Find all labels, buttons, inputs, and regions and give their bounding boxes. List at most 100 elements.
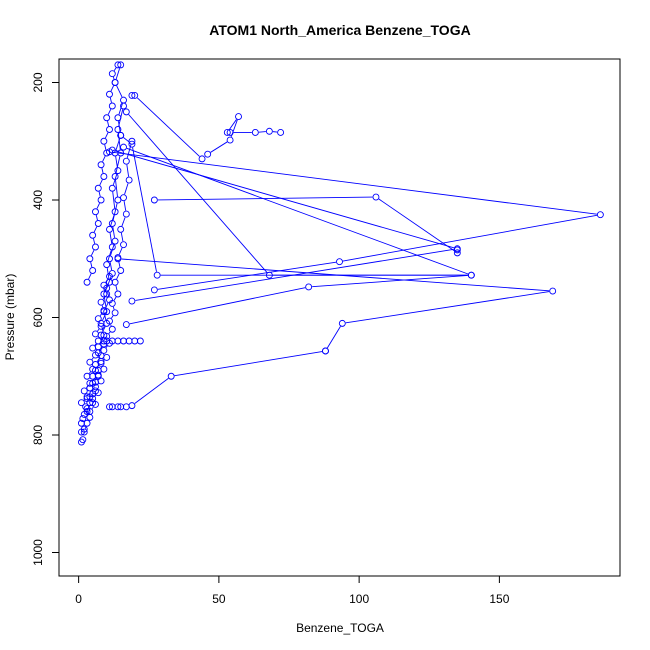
- y-tick-label: 800: [31, 425, 45, 445]
- series-line-segment: [345, 291, 550, 324]
- series-line-segment: [102, 326, 106, 333]
- series-14: [108, 146, 461, 305]
- series-line-segment: [110, 244, 115, 256]
- series-line-segment: [107, 276, 112, 286]
- series-line-segment: [87, 411, 90, 415]
- data-point: [128, 91, 136, 99]
- data-point: [111, 237, 119, 245]
- data-point: [122, 108, 130, 116]
- series-line-segment: [96, 202, 100, 209]
- data-point: [106, 225, 113, 233]
- data-point: [114, 255, 122, 263]
- data-point: [80, 425, 88, 433]
- x-tick-label: 150: [489, 592, 509, 606]
- data-point: [83, 372, 91, 380]
- series-line-segment: [230, 119, 238, 137]
- series-line-segment: [342, 214, 597, 262]
- data-point: [114, 61, 122, 69]
- data-point: [277, 128, 285, 136]
- series-line-segment: [115, 179, 118, 197]
- data-point: [111, 79, 119, 86]
- data-point: [122, 321, 130, 328]
- data-point: [94, 371, 102, 379]
- series-line-segment: [89, 404, 91, 407]
- data-point: [89, 365, 97, 373]
- series-line-segment: [112, 76, 115, 80]
- x-axis-label: Benzene_TOGA: [296, 621, 384, 635]
- series-line-segment: [98, 191, 101, 197]
- series-10: [204, 113, 242, 158]
- series-line-segment: [113, 67, 117, 71]
- series-line-segment: [228, 119, 237, 130]
- data-point: [106, 403, 113, 411]
- data-point: [372, 193, 380, 201]
- data-point: [92, 208, 99, 216]
- series-line-segment: [100, 371, 102, 373]
- data-point: [167, 372, 175, 380]
- data-point: [97, 377, 105, 385]
- series-line-segment: [115, 150, 455, 249]
- series-line-segment: [116, 85, 123, 98]
- data-point: [108, 220, 116, 227]
- series-line-segment: [107, 121, 110, 127]
- series-line-segment: [98, 350, 101, 353]
- data-point: [80, 428, 88, 436]
- series-line-segment: [99, 179, 103, 186]
- data-point: [86, 408, 94, 415]
- series-line-segment: [104, 132, 109, 139]
- data-point: [198, 155, 206, 163]
- data-point: [79, 436, 87, 444]
- series-line-segment: [88, 273, 92, 280]
- data-point: [97, 358, 105, 366]
- series-line-segment: [97, 328, 100, 332]
- series-line-segment: [118, 247, 123, 255]
- data-point: [117, 225, 125, 233]
- series-line-segment: [97, 383, 99, 385]
- data-point: [77, 399, 85, 407]
- data-point: [251, 128, 259, 136]
- data-point: [83, 393, 91, 401]
- y-tick-label: 400: [31, 190, 45, 210]
- data-point: [114, 403, 122, 411]
- data-point: [114, 196, 122, 204]
- series-line-segment: [105, 345, 108, 348]
- data-point: [453, 249, 461, 257]
- data-point: [128, 402, 136, 410]
- series-line-segment: [102, 155, 106, 162]
- series-line-segment: [90, 249, 95, 256]
- series-line-segment: [104, 144, 107, 150]
- series-line-segment: [112, 226, 115, 238]
- series-line-segment: [174, 351, 323, 377]
- data-point: [89, 344, 97, 352]
- x-tick-label: 0: [75, 592, 82, 606]
- data-point: [108, 102, 116, 110]
- series-line-segment: [134, 377, 169, 404]
- series-line-segment: [126, 164, 130, 177]
- data-point: [83, 278, 91, 286]
- data-point: [114, 290, 122, 298]
- series-line-segment: [102, 296, 106, 300]
- series-line-segment: [94, 343, 97, 346]
- data-point: [128, 137, 136, 145]
- data-point: [305, 283, 313, 291]
- series-line-segment: [157, 261, 337, 290]
- data-point: [128, 297, 136, 305]
- data-point: [106, 126, 113, 133]
- data-point: [265, 127, 273, 135]
- x-axis: 0 50 100 150: [75, 575, 510, 606]
- data-point: [122, 157, 130, 165]
- data-point: [100, 281, 108, 289]
- series-line-segment: [118, 103, 123, 115]
- data-point: [131, 91, 139, 99]
- data-point: [83, 419, 91, 427]
- series-6: [100, 337, 144, 345]
- series-line-segment: [111, 315, 114, 319]
- series-line-segment: [91, 357, 94, 360]
- data-point: [103, 114, 111, 122]
- data-point: [120, 102, 127, 110]
- data-point: [100, 290, 108, 298]
- data-point: [117, 131, 125, 139]
- y-tick-label: 200: [31, 72, 45, 92]
- series-line-segment: [101, 168, 104, 174]
